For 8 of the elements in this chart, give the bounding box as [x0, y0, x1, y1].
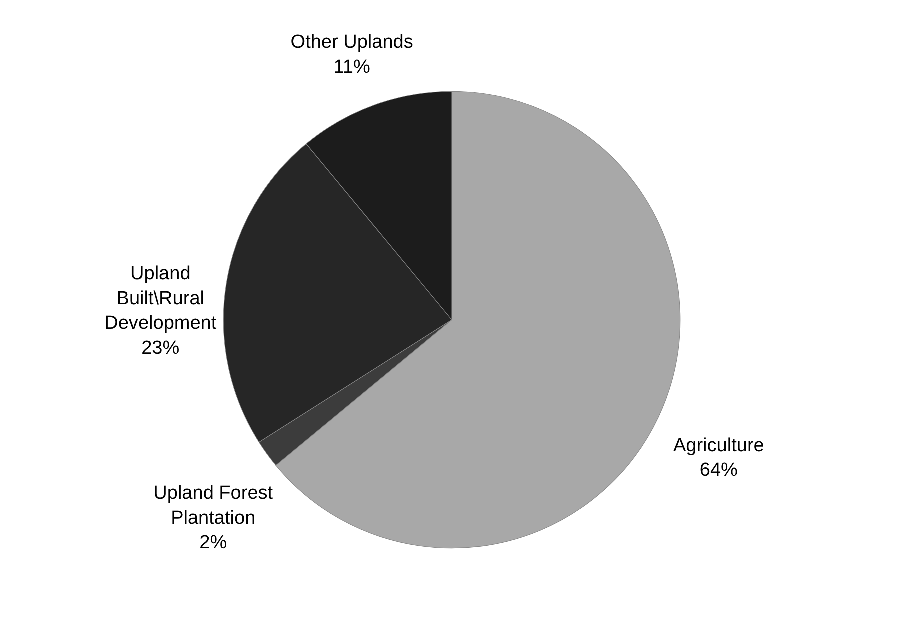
data-label: 11% — [334, 56, 370, 78]
data-label: 64% — [700, 460, 738, 482]
data-label: 23% — [142, 338, 180, 359]
slice-label: Other Uplands — [290, 32, 414, 54]
slice-label: Upland Built\Rural Development — [104, 264, 218, 334]
slice-label: Upland Forest Plantation — [154, 483, 274, 529]
slice-label: Agriculture — [673, 435, 764, 456]
data-label: 2% — [200, 532, 228, 554]
